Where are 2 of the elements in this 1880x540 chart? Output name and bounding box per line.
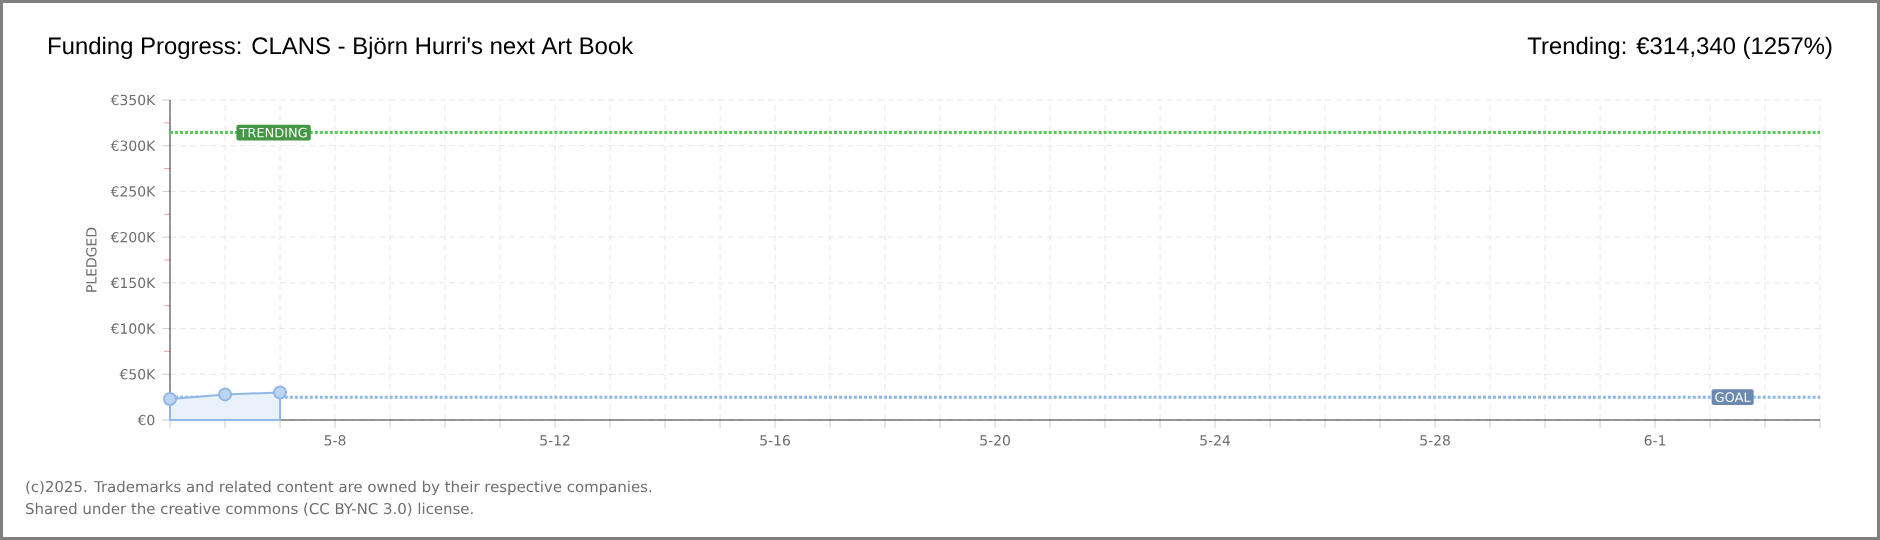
chart-title: Funding Progress: CLANS - Björn Hurri's next Art Book — [49, 36, 634, 59]
chart-subtitle: Trending: €314,340 (1257%) — [1527, 36, 1832, 59]
